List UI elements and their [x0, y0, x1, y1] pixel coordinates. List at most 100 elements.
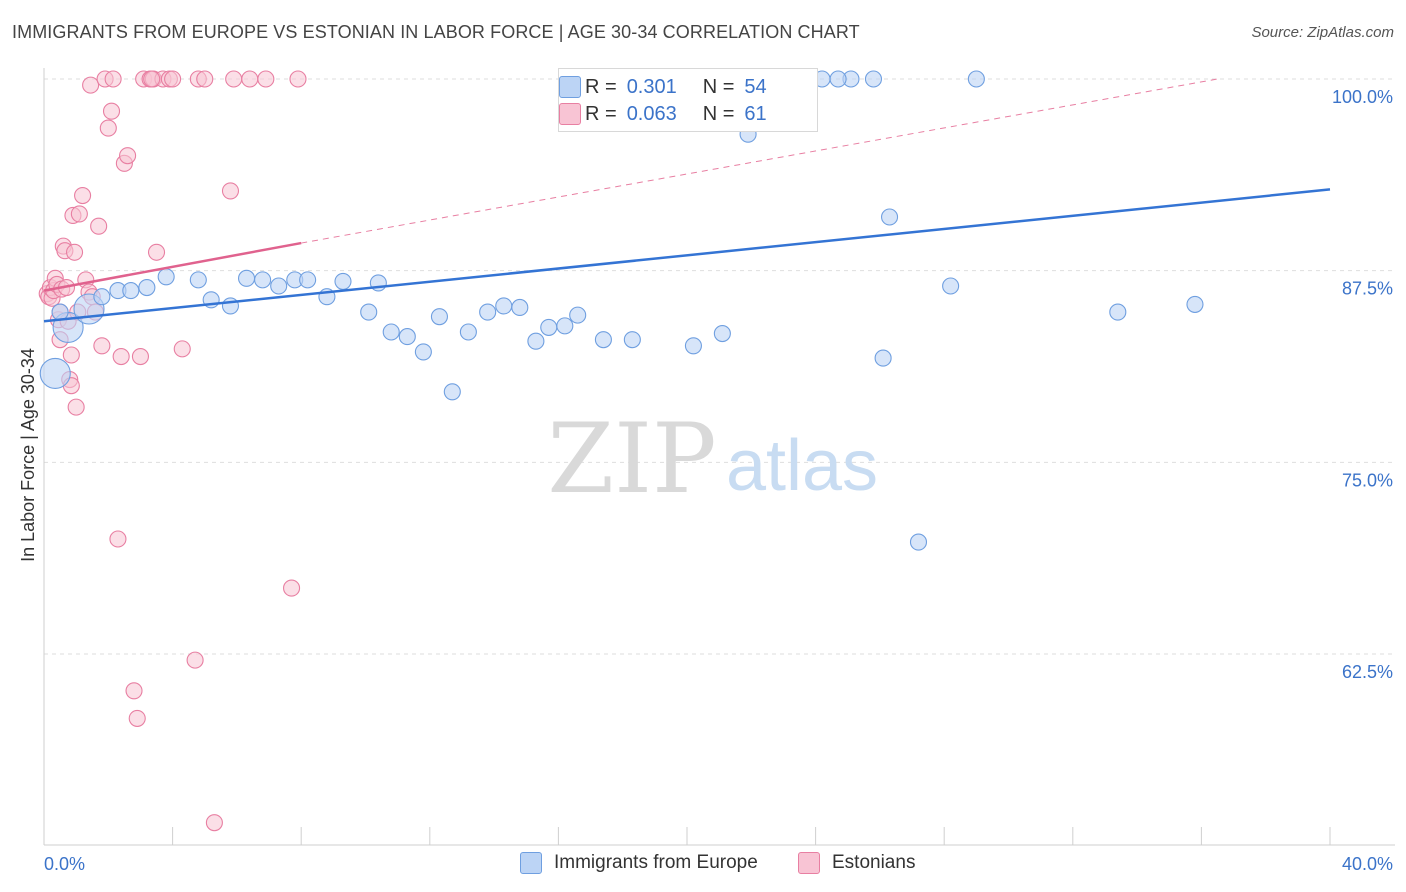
- y-tick-label: 100.0%: [1332, 87, 1393, 107]
- point-estonians: [82, 76, 100, 94]
- point-immigrants: [430, 308, 448, 326]
- point-estonians: [67, 398, 85, 416]
- point-estonians: [289, 70, 307, 88]
- point-immigrants: [623, 331, 641, 349]
- point-estonians: [143, 70, 161, 88]
- point-estonians: [90, 217, 108, 235]
- point-immigrants: [334, 272, 352, 290]
- y-tick-label: 75.0%: [1342, 470, 1393, 490]
- point-immigrants: [594, 331, 612, 349]
- legend-n-label: N =: [702, 102, 735, 125]
- point-estonians: [186, 651, 204, 669]
- x-tick-label: 40.0%: [1342, 854, 1393, 874]
- point-estonians: [62, 346, 80, 364]
- point-immigrants: [398, 328, 416, 346]
- axis-labels: 62.5% 75.0% 87.5% 100.0% 0.0% 40.0%: [44, 87, 1393, 874]
- point-immigrants: [443, 383, 461, 401]
- point-estonians: [241, 70, 259, 88]
- legend-row-estonians: R = 0.063 N = 61: [559, 100, 767, 128]
- point-estonians: [131, 347, 149, 366]
- point-estonians: [112, 347, 130, 366]
- point-immigrants: [51, 303, 69, 321]
- trend-line-immigrants: [43, 188, 1331, 323]
- point-immigrants: [864, 70, 883, 88]
- series-legend-immigrants[interactable]: Immigrants from Europe: [520, 852, 758, 874]
- x-tick-label: 0.0%: [44, 854, 85, 874]
- point-estonians: [205, 814, 223, 832]
- series-label-estonians: Estonians: [832, 852, 916, 873]
- point-immigrants: [382, 323, 400, 341]
- legend-swatch-estonians: [559, 103, 581, 125]
- point-immigrants: [157, 268, 175, 286]
- axes: [43, 68, 1395, 846]
- y-tick-label: 87.5%: [1342, 279, 1393, 299]
- trend-lines: [43, 78, 1331, 323]
- point-estonians: [102, 102, 121, 120]
- estonians-points: [38, 70, 307, 832]
- point-immigrants: [495, 297, 513, 315]
- point-immigrants: [684, 337, 702, 355]
- point-immigrants: [254, 271, 272, 289]
- point-estonians: [173, 340, 191, 358]
- point-immigrants: [874, 349, 892, 367]
- point-immigrants: [1109, 303, 1127, 321]
- point-immigrants: [527, 332, 545, 350]
- y-axis-label: In Labor Force | Age 30-34: [18, 348, 38, 562]
- point-estonians: [221, 182, 240, 200]
- point-estonians: [257, 70, 275, 88]
- point-estonians: [99, 119, 117, 137]
- point-immigrants: [237, 269, 256, 287]
- point-immigrants: [569, 306, 587, 324]
- series-label-immigrants: Immigrants from Europe: [554, 852, 758, 873]
- point-estonians: [109, 530, 127, 548]
- series-swatch-immigrants: [520, 852, 542, 874]
- correlation-legend: R = 0.301 N = 54 R = 0.063 N = 61: [558, 68, 818, 132]
- point-immigrants: [479, 303, 497, 321]
- point-immigrants: [1186, 295, 1204, 313]
- point-estonians: [65, 243, 84, 261]
- point-immigrants: [270, 277, 288, 295]
- legend-n-value-immigrants: 54: [744, 75, 767, 98]
- point-immigrants: [556, 317, 574, 335]
- point-immigrants: [360, 303, 378, 321]
- point-estonians: [283, 579, 301, 597]
- legend-n-label: N =: [702, 75, 735, 98]
- legend-row-immigrants: R = 0.301 N = 54: [559, 73, 767, 101]
- point-immigrants: [967, 70, 985, 88]
- point-immigrants: [511, 298, 529, 317]
- series-swatch-estonians: [798, 852, 820, 874]
- chart-title: IMMIGRANTS FROM EUROPE VS ESTONIAN IN LA…: [12, 22, 860, 42]
- point-immigrants: [909, 533, 928, 551]
- point-estonians: [128, 709, 146, 727]
- trend-line-estonians: [43, 241, 302, 292]
- legend-swatch-immigrants: [559, 76, 581, 98]
- point-immigrants: [942, 277, 960, 295]
- point-immigrants: [880, 208, 899, 226]
- legend-r-value-immigrants: 0.301: [626, 75, 677, 98]
- point-estonians: [119, 147, 137, 165]
- trend-line-estonians-extension: [301, 78, 1218, 244]
- y-tick-label: 62.5%: [1342, 662, 1393, 682]
- point-estonians: [125, 682, 143, 700]
- series-legend: Immigrants from Europe Estonians: [0, 852, 1406, 878]
- point-immigrants: [189, 271, 207, 289]
- point-estonians: [196, 70, 214, 88]
- legend-r-label: R =: [585, 102, 617, 125]
- point-estonians: [104, 70, 122, 88]
- watermark-zip: ZIP: [547, 403, 716, 515]
- series-legend-estonians[interactable]: Estonians: [798, 852, 915, 874]
- point-estonians: [225, 70, 243, 88]
- point-estonians: [164, 70, 182, 88]
- source-label: Source: ZipAtlas.com: [1251, 24, 1394, 41]
- point-immigrants: [459, 323, 477, 341]
- point-immigrants: [122, 282, 140, 300]
- point-immigrants: [299, 271, 317, 289]
- watermark-atlas: atlas: [726, 426, 878, 506]
- point-estonians: [74, 186, 92, 205]
- point-immigrants: [540, 318, 558, 336]
- point-immigrants: [138, 278, 156, 297]
- point-estonians: [147, 243, 166, 261]
- legend-r-label: R =: [585, 75, 617, 98]
- point-immigrants: [39, 357, 71, 389]
